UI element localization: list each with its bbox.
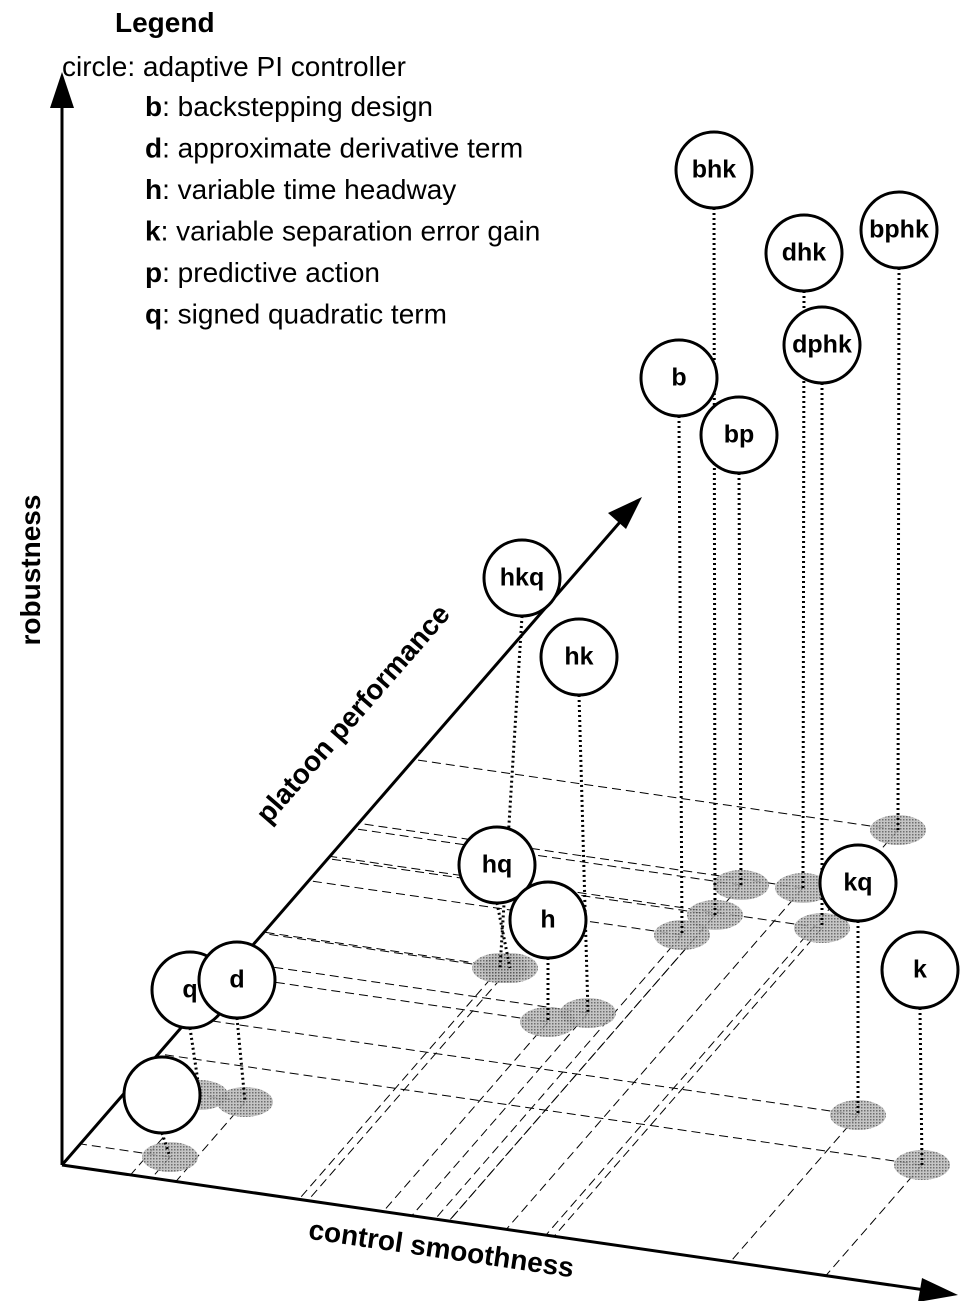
projection-line xyxy=(434,934,683,1220)
legend-key: h xyxy=(145,174,162,205)
stem xyxy=(712,207,717,916)
node-circle xyxy=(818,843,898,923)
shadow xyxy=(894,1150,950,1180)
shadow xyxy=(794,913,850,943)
shadow xyxy=(520,1007,576,1037)
projection-line xyxy=(298,967,501,1200)
legend-text: : variable time headway xyxy=(162,174,456,205)
projection-line xyxy=(158,1053,923,1166)
node-label: d xyxy=(229,966,244,994)
node-circle xyxy=(508,880,588,960)
node-label: hq xyxy=(482,851,513,879)
node-circle xyxy=(764,213,844,293)
projection-line xyxy=(309,880,683,936)
projection-line xyxy=(189,1017,859,1116)
node-label: kq xyxy=(843,869,872,897)
stem xyxy=(896,267,901,831)
shadow xyxy=(687,900,743,930)
node-label: hk xyxy=(564,643,593,671)
legend-title: Legend xyxy=(115,7,215,38)
stem xyxy=(495,902,512,969)
node-circle xyxy=(122,1055,202,1135)
projection-line xyxy=(411,1012,589,1217)
projection-line xyxy=(226,974,549,1023)
node-circle xyxy=(859,190,939,270)
stem xyxy=(677,415,684,936)
legend-item: h: variable time headway xyxy=(145,174,456,205)
node-label: bp xyxy=(724,421,755,449)
projection-line xyxy=(328,858,716,916)
stem xyxy=(801,290,806,889)
shadow xyxy=(870,815,926,845)
node-circle xyxy=(699,395,779,475)
legend-item: d: approximate derivative term xyxy=(145,133,523,164)
node-label: dphk xyxy=(792,331,852,359)
projection-line xyxy=(414,759,899,831)
node-label: dhk xyxy=(782,239,827,267)
legend-text: : signed quadratic term xyxy=(162,299,447,330)
legend-item: p: predictive action xyxy=(145,257,380,288)
stem xyxy=(235,1017,247,1103)
shadows xyxy=(142,815,950,1180)
legend-text: : variable separation error gain xyxy=(161,216,541,247)
node-label: bphk xyxy=(869,216,929,244)
legend-item: q: signed quadratic term xyxy=(145,299,447,330)
shadow xyxy=(217,1087,273,1117)
projection-line xyxy=(330,855,823,929)
node-label: bhk xyxy=(692,156,737,184)
stem xyxy=(498,615,524,969)
node-label: hkq xyxy=(500,564,544,592)
projection-line xyxy=(238,961,589,1014)
shadow xyxy=(830,1100,886,1130)
legend-text: : backstepping design xyxy=(162,91,433,122)
axis-label: control smoothness xyxy=(307,1214,576,1283)
legend-key: q xyxy=(145,299,162,330)
projection-line xyxy=(825,1164,923,1277)
legend-item: b: backstepping design xyxy=(145,91,433,122)
stem xyxy=(577,694,590,1014)
node-circle xyxy=(880,930,960,1010)
node-label: b xyxy=(671,364,686,392)
legend-key: p xyxy=(145,257,162,288)
stem xyxy=(918,1007,924,1166)
projection-line xyxy=(307,967,511,1202)
projection-line xyxy=(729,1114,859,1263)
legend-intro: circle: adaptive PI controller xyxy=(62,51,406,82)
node-label: h xyxy=(540,906,555,934)
legend-key: b xyxy=(145,91,162,122)
shadow xyxy=(775,873,831,903)
node-label: q xyxy=(182,976,197,1004)
projection-line xyxy=(263,933,501,969)
node-circle xyxy=(457,825,537,905)
legend-key: d xyxy=(145,133,162,164)
shadow xyxy=(713,870,769,900)
stem xyxy=(160,1132,172,1158)
projection-line xyxy=(354,828,742,886)
axis-label: platoon performance xyxy=(250,599,456,830)
stem xyxy=(737,472,743,886)
projection-line xyxy=(264,931,511,969)
node-circle xyxy=(539,617,619,697)
legend-text: : predictive action xyxy=(162,257,380,288)
node-circle xyxy=(782,305,862,385)
projection-line xyxy=(505,887,804,1230)
shadow xyxy=(654,920,710,950)
legend-key: k xyxy=(145,216,161,247)
legend-item: k: variable separation error gain xyxy=(145,216,540,247)
node-circle xyxy=(639,338,719,418)
projection-line xyxy=(448,914,716,1222)
node-circle xyxy=(482,538,562,618)
projection-line xyxy=(553,927,823,1237)
node-circle xyxy=(674,130,754,210)
axis-label: robustness xyxy=(15,495,46,646)
node-label: k xyxy=(913,956,927,984)
legend-text: : approximate derivative term xyxy=(162,133,523,164)
node-circle xyxy=(197,940,277,1020)
